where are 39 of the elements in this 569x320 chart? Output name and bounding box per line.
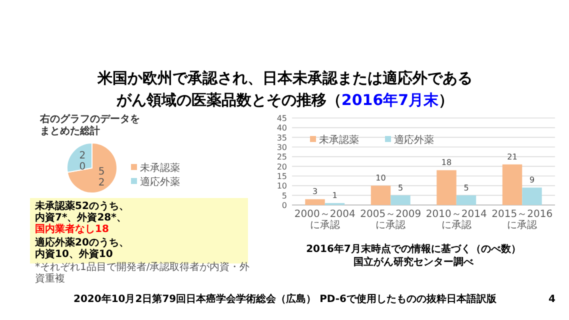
y-tick-label: 35 [276,133,287,142]
text: 未承認薬52のうち、 [34,200,129,212]
y-tick-label: 0 [282,201,287,210]
y-tick-label: 40 [276,124,287,133]
text: 内資10、外資10 [35,248,113,260]
x-tick-label: 2005～2009に承認 [360,209,422,231]
y-tick-label: 10 [276,182,287,191]
text: 内資7*、外資28*、 [35,212,126,224]
y-tick-label: 30 [276,143,287,152]
data-label: 5 [398,183,404,192]
legend-label: 未承認薬 [140,162,180,174]
text: 国内業者なし18 [35,223,109,235]
data-label: 1 [332,191,338,200]
legend-label: 適応外薬 [394,134,434,146]
y-tick-label: 45 [276,114,287,123]
data-label: 9 [529,176,535,185]
text: *それぞれ1品目で開発者/承認取得者が内資・外資重複 [35,261,250,284]
data-label: 5 [464,183,469,192]
text: 2016年7月末時点での情報に基づく（のべ数） [306,243,521,255]
data-label: 5 2 [98,166,105,189]
legend-label: 未承認薬 [319,134,359,146]
x-tick-label: 2000～2004に承認 [294,209,356,231]
text: 4 [548,294,556,305]
data-label: 10 [376,174,386,183]
x-tick-label: 2015～2016に承認 [492,209,553,231]
legend-label: 適応外薬 [140,176,180,188]
y-tick-label: 25 [276,152,287,162]
text: 国立がん研究センター調べ [354,256,474,268]
text: 米国か欧州で承認され、日本未承認または適応外であるがん領域の医薬品数とその推移（2016年7月末） [96,69,472,109]
y-tick-label: 5 [282,191,287,200]
text: 2020年10月2日第79回日本癌学会学術総会（広島） PD-6で使用したものの抜粋日本語訳版 [73,293,498,305]
x-tick-label: 2010～2014に承認 [426,209,487,231]
data-label: 18 [441,158,452,168]
data-label: 3 [312,187,318,196]
chart-title: 右のグラフのデータをまとめた総計 [39,113,140,137]
y-tick-label: 20 [276,162,287,172]
text: 適応外薬20のうち、 [34,236,129,248]
data-label: 21 [507,152,518,162]
y-tick-label: 15 [276,172,287,181]
